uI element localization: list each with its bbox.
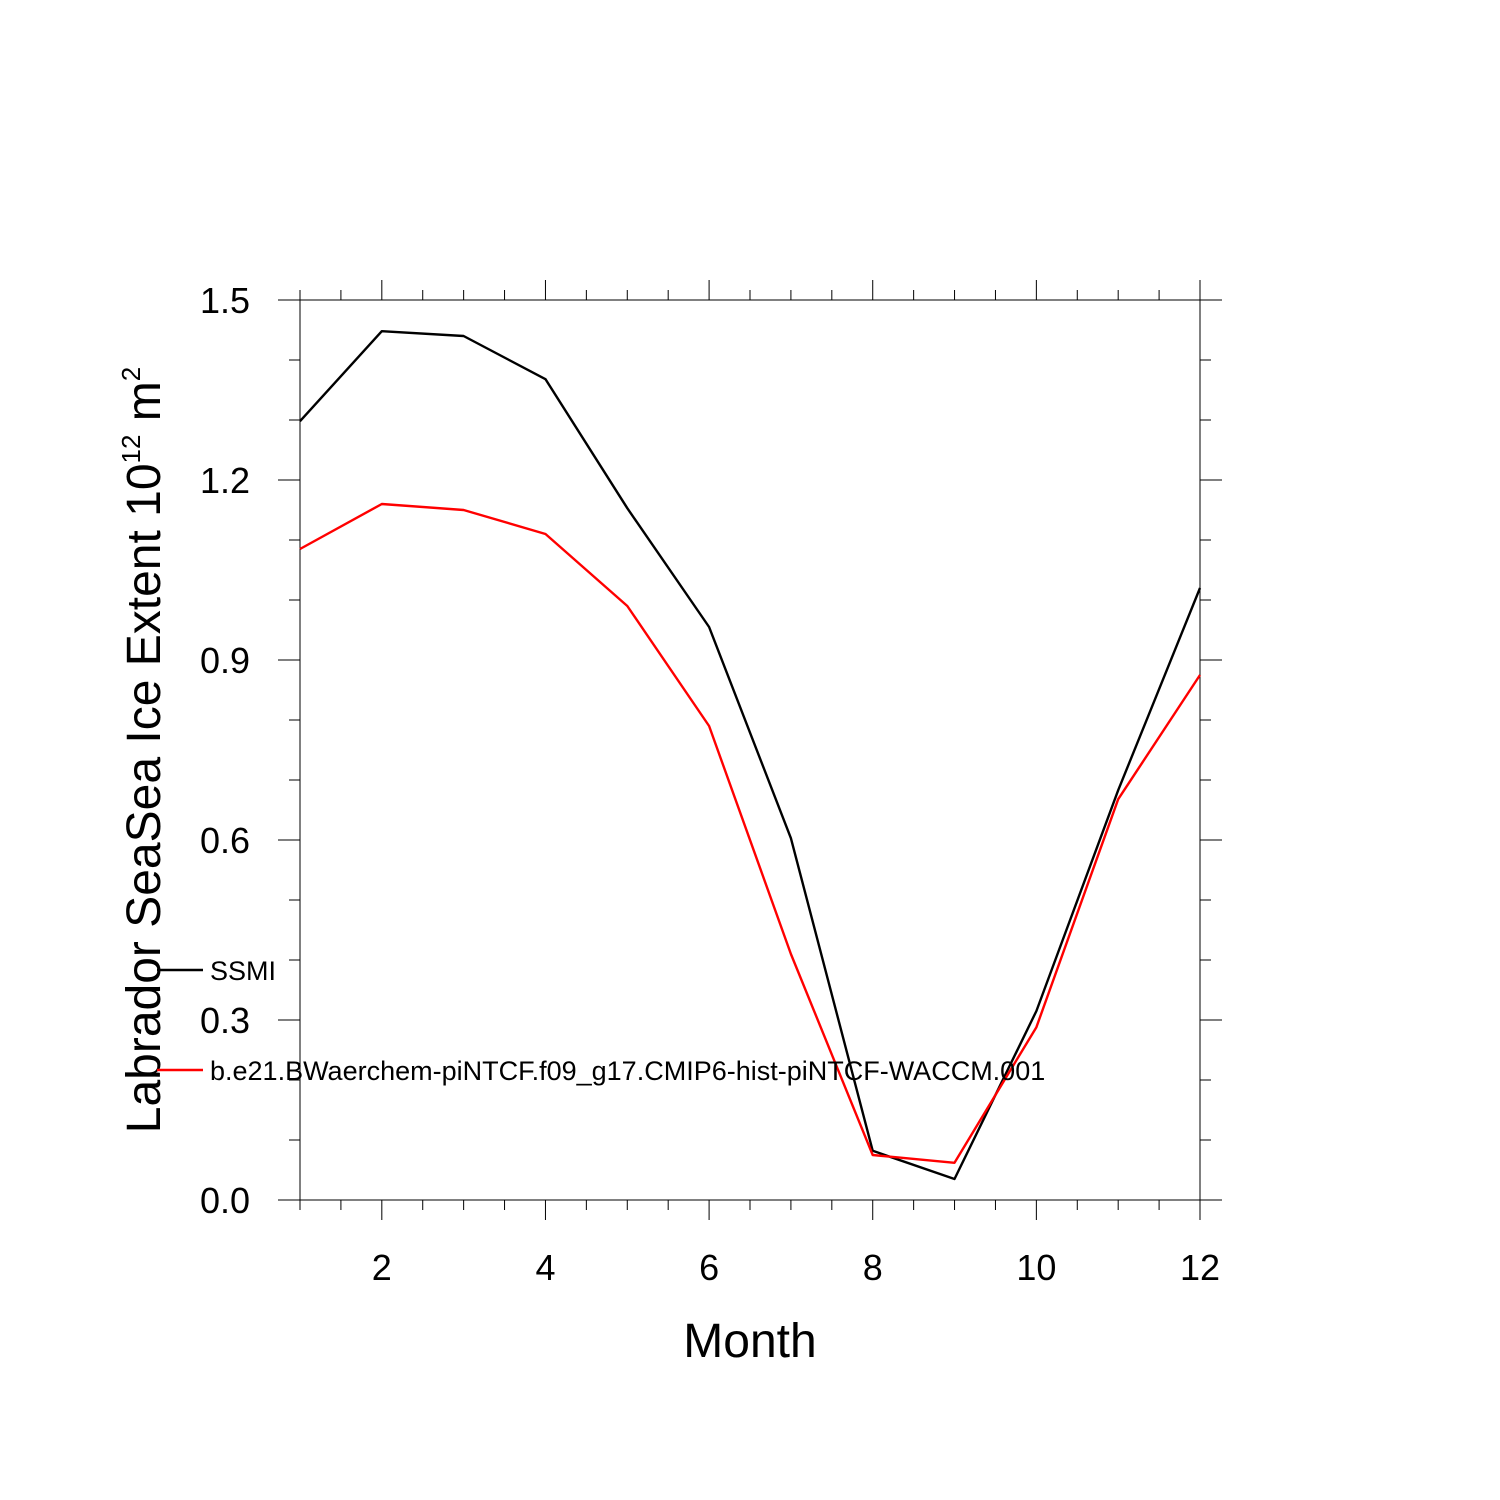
x-axis-title: Month bbox=[683, 1315, 816, 1368]
x-tick-label: 6 bbox=[699, 1247, 719, 1288]
y-axis-title-unit-exponent: 2 bbox=[116, 367, 146, 381]
y-axis-title-exponent: 12 bbox=[116, 435, 146, 464]
x-tick-label: 2 bbox=[372, 1247, 392, 1288]
plot-frame bbox=[299, 299, 1201, 1201]
y-tick-label: 0.9 bbox=[200, 640, 250, 681]
y-tick-labels: 0.0 0.3 0.6 0.9 1.2 1.5 bbox=[200, 280, 250, 1221]
axis-ticks bbox=[278, 280, 1222, 1220]
x-tick-label: 10 bbox=[1016, 1247, 1056, 1288]
x-tick-labels: 2 4 6 8 10 12 bbox=[372, 1247, 1220, 1288]
x-tick-label: 12 bbox=[1180, 1247, 1220, 1288]
y-tick-label: 0.6 bbox=[200, 820, 250, 861]
y-axis-title-main: Labrador SeaSea Ice Extent 10 bbox=[118, 463, 171, 1133]
y-axis-title: Labrador SeaSea Ice Extent 1012 m2 bbox=[116, 367, 171, 1134]
y-tick-label: 1.2 bbox=[200, 460, 250, 501]
series-line-ssmi bbox=[299, 330, 1202, 1181]
x-tick-label: 8 bbox=[863, 1247, 883, 1288]
x-tick-label: 4 bbox=[535, 1247, 555, 1288]
y-tick-label: 1.5 bbox=[200, 280, 250, 321]
legend: SSMI b.e21.BWaerchem-piNTCF.f09_g17.CMIP… bbox=[157, 956, 1045, 1086]
legend-label-model: b.e21.BWaerchem-piNTCF.f09_g17.CMIP6-his… bbox=[210, 1056, 1045, 1086]
y-axis-title-unit: m bbox=[118, 381, 171, 434]
series-line-model bbox=[299, 502, 1202, 1165]
y-tick-label: 0.0 bbox=[200, 1180, 250, 1221]
legend-label-ssmi: SSMI bbox=[210, 956, 276, 986]
series-lines bbox=[299, 330, 1202, 1181]
y-tick-label: 0.3 bbox=[200, 1000, 250, 1041]
